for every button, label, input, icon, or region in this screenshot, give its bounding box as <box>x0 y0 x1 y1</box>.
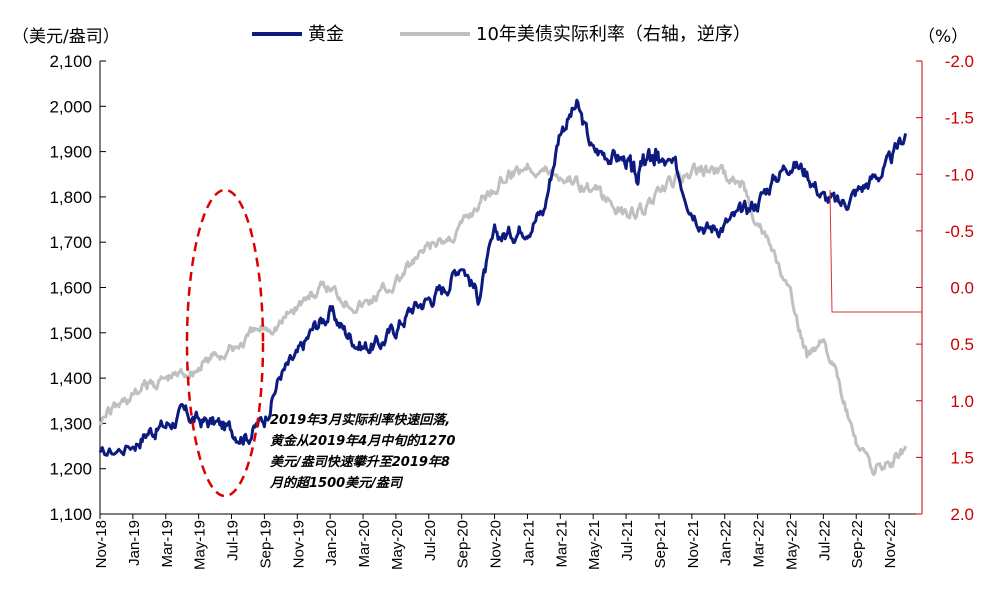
left-tick-label: 1,300 <box>49 414 92 433</box>
left-tick-label: 2,100 <box>49 52 92 71</box>
left-tick-label: 1,900 <box>49 143 92 162</box>
right-axis-unit: （%） <box>918 27 968 47</box>
series-line-real-rate <box>98 162 908 477</box>
x-tick-label: Jul-22 <box>816 520 833 561</box>
right-tick-label: -0.5 <box>945 222 974 241</box>
x-tick-label: Mar-22 <box>751 520 768 568</box>
x-tick-label: Mar-20 <box>356 520 373 568</box>
x-tick-label: Mar-19 <box>159 520 176 568</box>
x-tick-label: May-20 <box>389 520 406 570</box>
x-tick-label: Jul-20 <box>422 520 439 561</box>
left-tick-label: 2,000 <box>49 97 92 116</box>
left-tick-label: 1,400 <box>49 369 92 388</box>
legend-label-rate: 10年美债实际利率（右轴，逆序） <box>476 24 751 45</box>
x-tick-label: Jul-21 <box>619 520 636 561</box>
legend: 黄金 10年美债实际利率（右轴，逆序） <box>252 24 751 45</box>
annotation-line-3: 美元/盎司快速攀升至2019年8 <box>270 454 450 470</box>
x-tick-label: Sep-22 <box>849 520 866 568</box>
x-tick-label: Sep-20 <box>455 520 472 568</box>
right-tick-label: -1.5 <box>945 109 974 128</box>
annotation-line-2: 黄金从2019年4月中旬的1270 <box>270 433 455 449</box>
right-tick-label: 0.5 <box>950 335 974 354</box>
x-tick-label: Jul-19 <box>225 520 242 561</box>
x-tick-label: Jan-19 <box>126 520 143 566</box>
x-tick-label: Mar-21 <box>553 520 570 568</box>
highlight-ellipse <box>185 188 265 498</box>
left-ticks: 2,100 2,000 1,900 1,800 1,700 1,600 1,500 1,400… <box>49 52 106 524</box>
left-tick-label: 1,800 <box>49 188 92 207</box>
x-tick-label: Nov-18 <box>93 520 110 568</box>
x-tick-label: May-21 <box>586 520 603 570</box>
x-tick-label: Jan-22 <box>718 520 735 566</box>
x-tick-label: Nov-22 <box>882 520 899 568</box>
annotation-line-4: 月的超1500美元/盎司 <box>269 475 404 491</box>
x-tick-label: May-19 <box>192 520 209 570</box>
x-tick-label: Nov-19 <box>290 520 307 568</box>
series-line-gold <box>98 98 908 457</box>
x-tick-label: Nov-20 <box>488 520 505 568</box>
annotation-line-1: 2019年3月实际利率快速回落, <box>270 412 450 428</box>
right-tick-label: 2.0 <box>950 505 974 524</box>
x-tick-label: Sep-19 <box>257 520 274 568</box>
x-tick-label: Nov-21 <box>685 520 702 568</box>
x-tick-label: May-22 <box>783 520 800 570</box>
x-ticks: Nov-18 Jan-19 Mar-19 May-19 Jul-19 Sep-19 Nov-… <box>93 514 899 570</box>
right-tick-label: 1.0 <box>950 392 974 411</box>
left-tick-label: 1,500 <box>49 324 92 343</box>
annotation: 2019年3月实际利率快速回落, 黄金从2019年4月中旬的1270 美元/盎司… <box>269 412 455 491</box>
right-tick-label: -1.0 <box>945 165 974 184</box>
left-tick-label: 1,100 <box>49 505 92 524</box>
x-tick-label: Jan-21 <box>520 520 537 566</box>
right-tick-label: -2.0 <box>945 52 974 71</box>
left-tick-label: 1,700 <box>49 233 92 252</box>
x-tick-label: Sep-21 <box>652 520 669 568</box>
right-tick-label: 0.0 <box>950 279 974 298</box>
left-tick-label: 1,200 <box>49 460 92 479</box>
left-axis-unit: （美元/盎司） <box>12 27 120 47</box>
right-ticks: -2.0 -1.5 -1.0 -0.5 0.0 0.5 1.0 1.5 2.0 <box>916 52 974 524</box>
right-tick-label: 1.5 <box>950 448 974 467</box>
legend-label-gold: 黄金 <box>308 24 344 45</box>
red-reference-line <box>829 189 922 313</box>
x-tick-label: Jan-20 <box>323 520 340 566</box>
left-tick-label: 1,600 <box>49 279 92 298</box>
